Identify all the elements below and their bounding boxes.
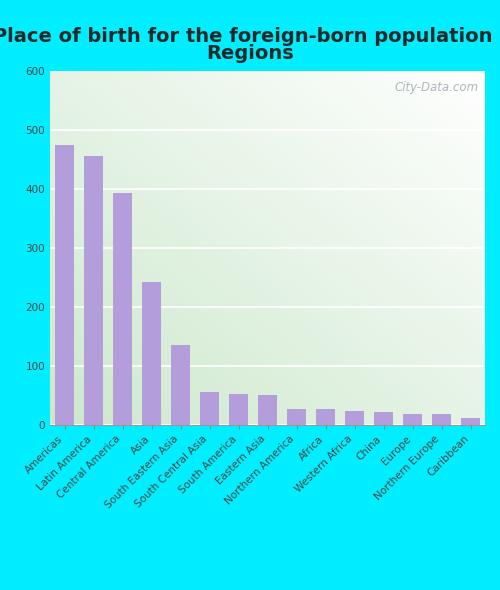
Bar [84,156,103,425]
Bar [113,193,132,425]
Bar [374,412,393,425]
Bar [403,414,422,425]
Text: City-Data.com: City-Data.com [394,81,478,94]
Bar [229,394,248,425]
Bar [142,282,161,425]
Bar [171,345,190,425]
Bar [345,411,364,425]
Bar [258,395,277,425]
Bar [55,145,74,425]
Bar [200,392,219,425]
Bar [461,418,480,425]
Bar [316,409,335,425]
Bar [432,414,451,425]
Text: Place of birth for the foreign-born population -: Place of birth for the foreign-born popu… [0,27,500,45]
Text: Regions: Regions [206,44,294,63]
Bar [287,409,306,425]
